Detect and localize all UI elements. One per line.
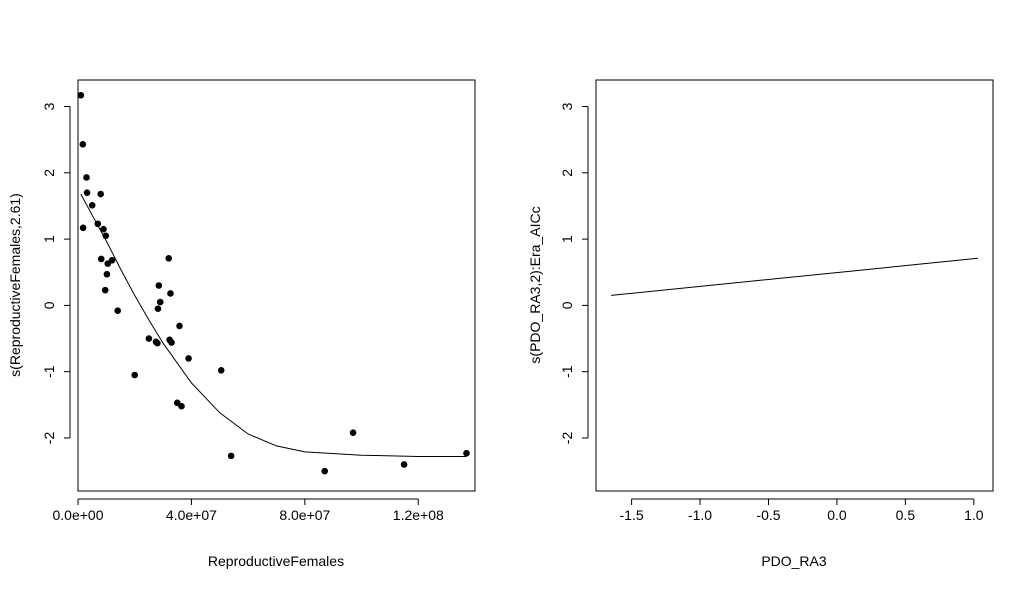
left-x-tick-label: 8.0e+07	[279, 507, 330, 523]
left-data-point	[463, 449, 470, 457]
right-y-tick-label: 3	[559, 102, 575, 110]
right-y-axis: -2 -1 0 1 2 3	[559, 102, 589, 445]
right-x-axis: -1.5 -1.0 -0.5 0.0 0.5 1.0	[620, 498, 984, 523]
left-data-point	[145, 335, 153, 342]
left-y-tick-label: 0	[41, 301, 57, 309]
right-y-axis-label: s(PDO_RA3,2):Era_AICc	[527, 206, 543, 363]
right-y-tick-label: -1	[559, 365, 575, 378]
left-data-point	[131, 371, 139, 379]
left-y-tick-label: 3	[41, 102, 57, 110]
left-data-point	[349, 429, 357, 436]
left-data-point	[165, 255, 173, 262]
left-y-tick-label: 2	[41, 169, 57, 177]
right-plot-marks	[611, 257, 978, 296]
left-data-point	[77, 91, 85, 99]
left-data-point	[101, 286, 109, 294]
left-data-point	[83, 189, 91, 196]
right-smooth-line	[611, 257, 978, 296]
left-data-point	[321, 467, 329, 475]
left-data-point	[79, 224, 87, 232]
left-data-point	[114, 307, 121, 314]
left-plot-frame	[77, 79, 476, 492]
right-y-tick-label: 1	[559, 235, 575, 243]
left-x-axis: 0.0e+00 4.0e+07 8.0e+07 1.2e+08	[53, 498, 444, 523]
left-data-point	[156, 298, 164, 306]
right-plot-frame	[595, 79, 994, 492]
left-data-point	[100, 225, 107, 233]
left-data-point	[88, 201, 96, 209]
right-x-tick-label: 0.0	[827, 507, 847, 523]
left-x-tick-label: 1.2e+08	[393, 507, 444, 523]
right-y-tick-label: -2	[559, 432, 575, 445]
left-smooth-line	[80, 193, 467, 457]
left-data-point	[167, 290, 174, 297]
left-chart-panel: 0.0e+00 4.0e+07 8.0e+07 1.2e+08 -2 -1 0 1 2 3 Re…	[7, 79, 476, 569]
left-data-point	[227, 452, 235, 460]
left-y-axis: -2 -1 0 1 2 3	[41, 102, 71, 445]
left-y-tick-label: -2	[41, 432, 57, 445]
left-y-tick-label: 1	[41, 235, 57, 243]
right-x-tick-label: -0.5	[756, 507, 780, 523]
left-data-point	[400, 461, 408, 468]
left-data-point	[168, 339, 175, 346]
left-data-point	[176, 322, 183, 330]
left-data-point	[178, 402, 185, 410]
left-data-point	[185, 355, 192, 362]
left-y-tick-label: -1	[41, 365, 57, 378]
left-data-point	[155, 282, 163, 289]
left-x-axis-label: ReproductiveFemales	[208, 553, 344, 569]
left-y-axis-label: s(ReproductiveFemales,2.61)	[7, 193, 23, 377]
left-data-point	[103, 270, 111, 278]
left-data-point	[97, 190, 104, 198]
right-x-tick-label: -1.5	[620, 507, 644, 523]
left-data-point	[154, 339, 161, 347]
right-x-tick-label: 0.5	[896, 507, 916, 523]
left-data-point	[97, 255, 105, 263]
left-data-point	[79, 141, 87, 148]
left-data-point	[94, 220, 102, 228]
left-x-tick-label: 0.0e+00	[53, 507, 104, 523]
left-data-point	[108, 257, 116, 264]
left-data-point	[83, 174, 90, 181]
right-y-tick-label: 0	[559, 301, 575, 309]
right-chart-panel: -1.5 -1.0 -0.5 0.0 0.5 1.0 -2 -1 0 1 2 3 PDO_RA3 s…	[527, 79, 994, 569]
left-x-tick-label: 4.0e+07	[166, 507, 217, 523]
right-x-axis-label: PDO_RA3	[761, 553, 827, 569]
left-plot-marks	[77, 91, 470, 475]
left-data-point	[154, 305, 162, 313]
right-x-tick-label: -1.0	[688, 507, 712, 523]
left-data-point	[217, 367, 225, 374]
right-y-tick-label: 2	[559, 169, 575, 177]
right-x-tick-label: 1.0	[964, 507, 984, 523]
left-data-point	[102, 232, 110, 240]
